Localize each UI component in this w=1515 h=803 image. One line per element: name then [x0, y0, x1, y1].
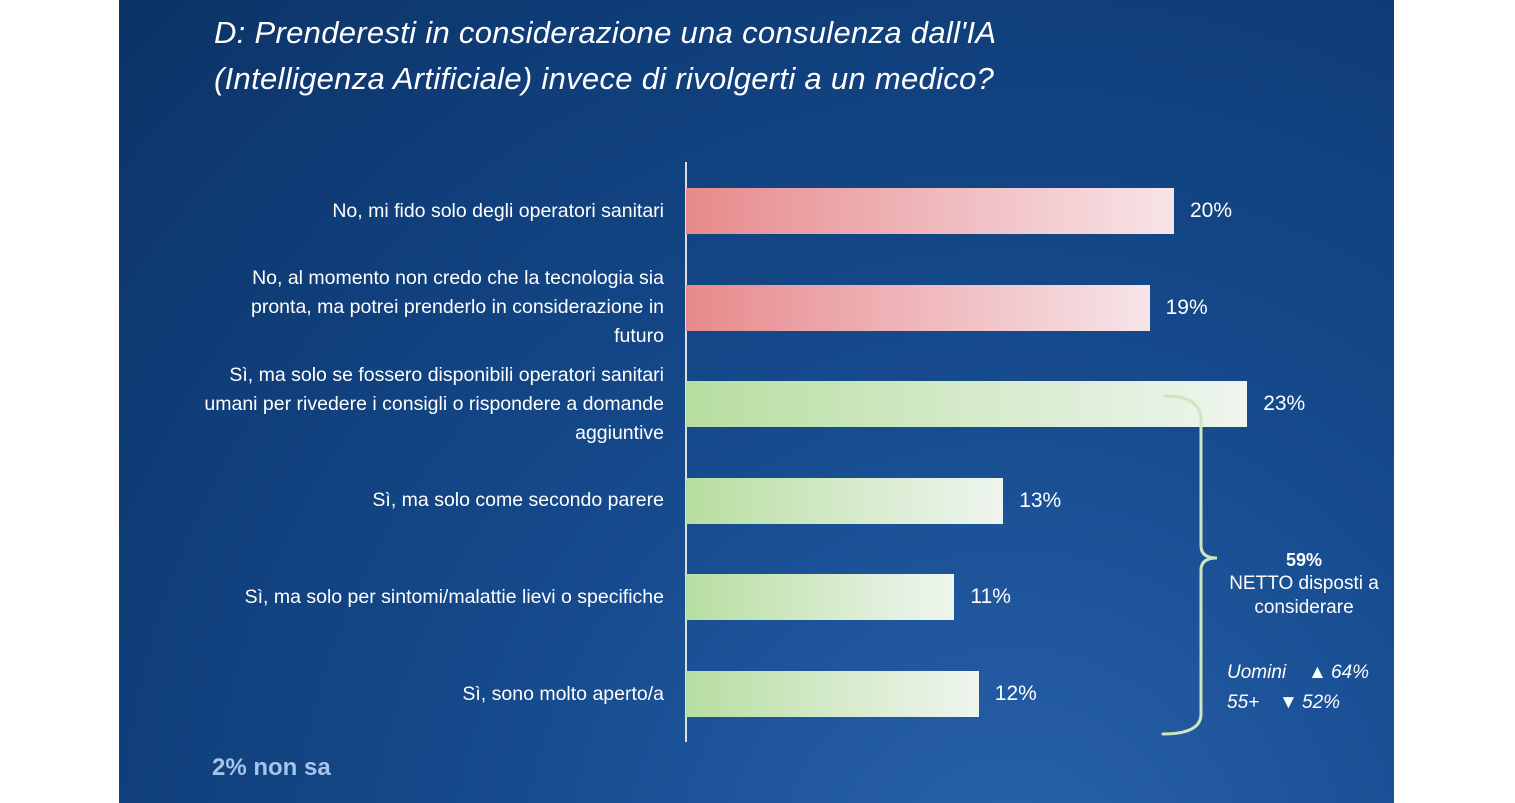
chart-title: D: Prenderesti in considerazione una con… — [214, 10, 1314, 102]
bar-5 — [686, 574, 955, 621]
net-text-line-2: considerare — [1254, 597, 1354, 618]
net-text-line-1: NETTO disposti a — [1229, 573, 1379, 594]
category-label-2-line-1: No, al momento non credo che la tecnolog… — [252, 267, 664, 290]
bar-1 — [686, 188, 1174, 234]
category-label-3: Sì, ma solo se fossero disponibili opera… — [144, 361, 664, 448]
value-label-1: 20% — [1190, 199, 1233, 222]
value-label-2: 19% — [1165, 295, 1208, 319]
category-label-5: Sì, ma solo per sintomi/malattie lievi o… — [144, 583, 664, 612]
bar-2 — [686, 284, 1150, 331]
footnote-dont-know: 2% non sa — [212, 754, 331, 781]
category-label-4-line-1: Sì, ma solo come secondo parere — [372, 489, 664, 512]
title-line-2: (Intelligenza Artificiale) invece di riv… — [214, 61, 995, 96]
category-label-5-line-1: Sì, ma solo per sintomi/malattie lievi o… — [244, 585, 664, 608]
value-label-6: 12% — [994, 682, 1037, 705]
category-label-1-line-1: No, mi fido solo degli operatori sanitar… — [332, 199, 664, 222]
down-arrow-icon: ▼ — [1279, 692, 1298, 713]
category-label-1: No, mi fido solo degli operatori sanitar… — [144, 197, 664, 226]
bar-3 — [686, 381, 1248, 428]
category-label-3-line-3: aggiuntive — [575, 421, 664, 444]
up-arrow-icon: ▲ — [1308, 662, 1327, 683]
category-label-3-line-1: Sì, ma solo se fossero disponibili opera… — [229, 363, 664, 386]
value-label-4: 13% — [1019, 488, 1062, 512]
bar-6 — [686, 671, 979, 717]
category-axis-line — [685, 162, 687, 742]
net-value: 59% — [1285, 550, 1323, 570]
segment-age-label: 55+ — [1227, 692, 1260, 713]
category-label-6: Sì, sono molto aperto/a — [144, 680, 664, 709]
chart-slide: D: Prenderesti in considerazione una con… — [119, 0, 1394, 803]
segment-age-value: 52% — [1302, 692, 1341, 713]
bar-4 — [686, 477, 1004, 524]
category-label-2-line-2: pronta, ma potrei prenderlo in considera… — [251, 296, 664, 319]
segment-men-label: Uomini — [1227, 662, 1287, 683]
net-text: NETTO disposti a considerare — [1209, 572, 1394, 620]
category-label-2: No, al momento non credo che la tecnolog… — [144, 264, 664, 351]
category-label-2-line-3: futuro — [614, 325, 664, 348]
title-line-1: D: Prenderesti in considerazione una con… — [214, 15, 997, 50]
category-label-4: Sì, ma solo come secondo parere — [144, 486, 664, 515]
category-label-6-line-1: Sì, sono molto aperto/a — [462, 682, 664, 705]
segment-men-value: 64% — [1331, 662, 1370, 683]
category-label-3-line-2: umani per rivedere i consigli o risponde… — [204, 392, 664, 415]
value-label-5: 11% — [970, 585, 1011, 609]
value-label-3: 23% — [1263, 392, 1306, 416]
net-summary: 59% NETTO disposti a considerare — [1209, 548, 1394, 620]
